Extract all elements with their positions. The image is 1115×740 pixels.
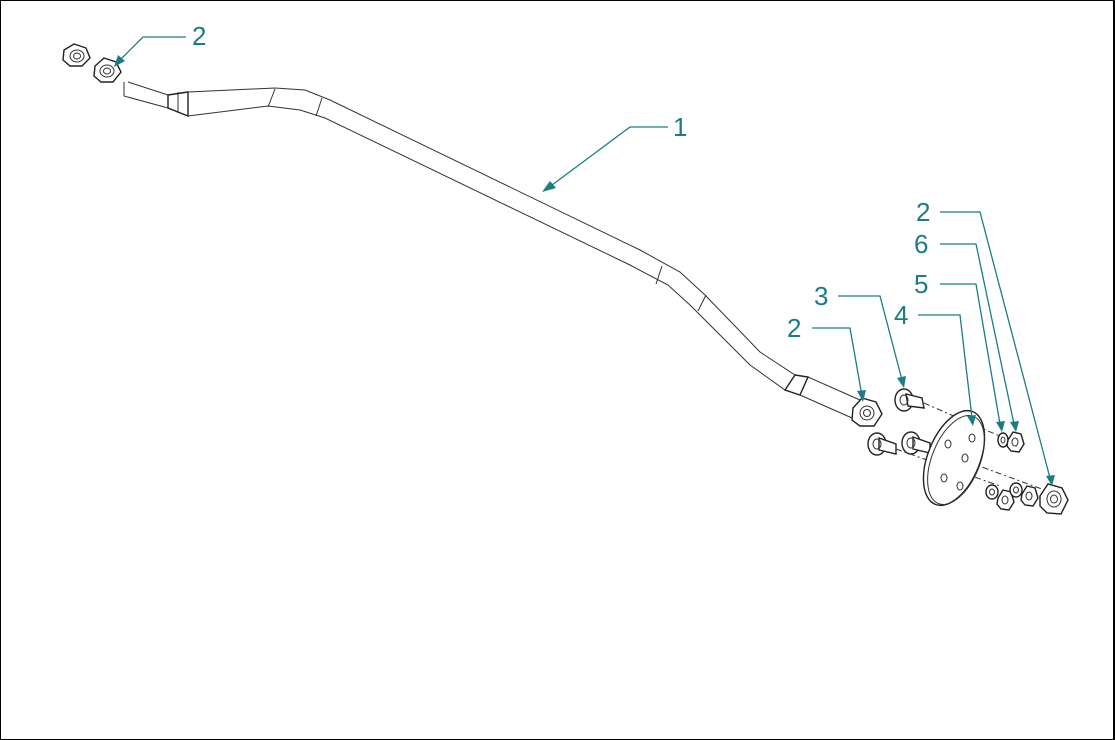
locknut-lower-right [1020, 485, 1039, 507]
hex-nut-right-b [1039, 483, 1069, 515]
callout-nut-left: 2 [192, 21, 206, 51]
callout-bolt: 3 [814, 281, 828, 311]
callout-nut-right-b: 2 [916, 197, 930, 227]
tube-part [123, 81, 861, 419]
locknut-lower-left [996, 489, 1015, 511]
callout-tube: 1 [673, 112, 687, 142]
hex-nut-left-outer [62, 43, 91, 67]
callout-washer: 5 [914, 269, 928, 299]
leader-lines [114, 36, 1055, 486]
washer-lower-left [985, 484, 999, 500]
callout-nut-right-a: 2 [787, 313, 801, 343]
hex-nut-right-a [851, 397, 883, 427]
callout-plate: 4 [894, 300, 908, 330]
carriage-bolt-lower-right [901, 431, 931, 455]
callout-locknut: 6 [914, 229, 928, 259]
locknut-upper [1006, 431, 1025, 453]
washer-lower-right [1009, 482, 1023, 498]
carriage-bolt-upper [894, 388, 925, 412]
carriage-bolt-lower-left [867, 432, 897, 456]
mounting-plate [922, 409, 986, 507]
frame-right-edge [1113, 0, 1115, 740]
hex-nut-left-inner [93, 57, 122, 83]
